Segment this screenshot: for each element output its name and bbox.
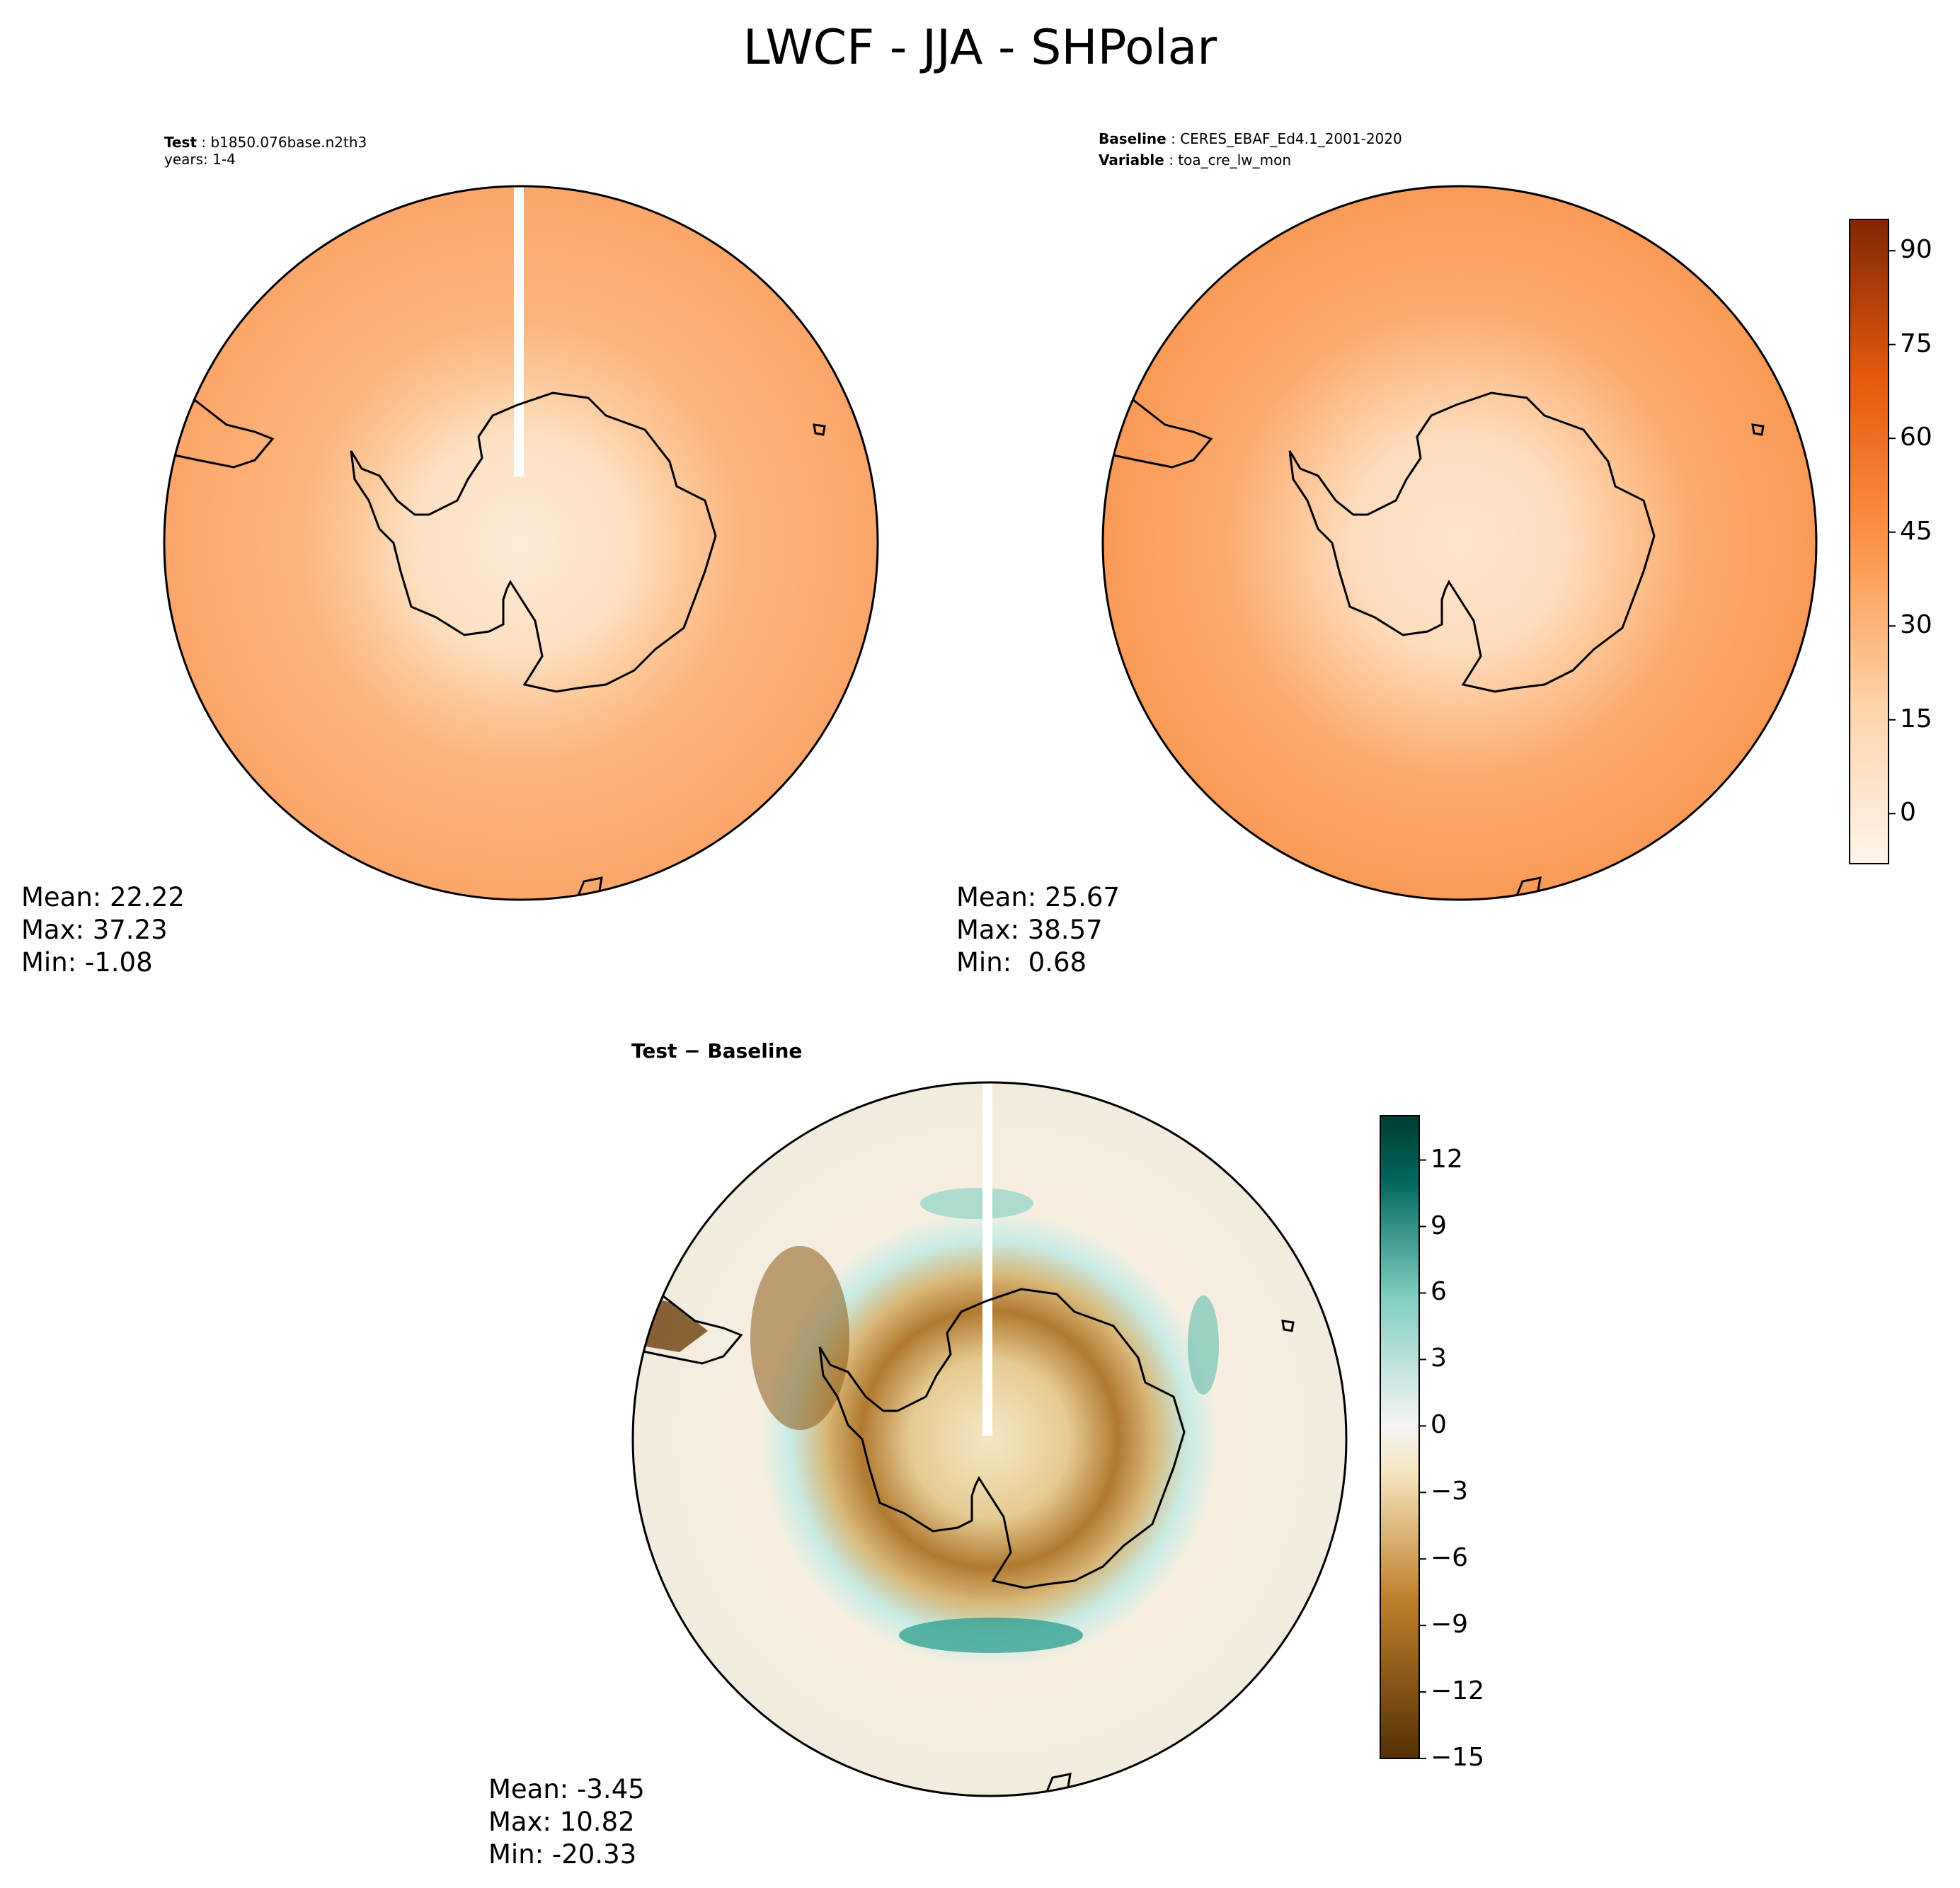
div-colorbar-tick-label-9: −15 (1431, 1743, 1484, 1772)
div-colorbar-tick-label-3: 3 (1431, 1344, 1447, 1373)
div-colorbar (1380, 1115, 1420, 1759)
test-stats: Mean: 22.22 Max: 37.23 Min: -1.08 (21, 881, 185, 979)
test-africa-outline (575, 876, 603, 900)
baseline-variable-value: toa_cre_lw_mon (1178, 151, 1292, 168)
seq-colorbar-tick-label-3: 45 (1900, 516, 1932, 546)
diff-africa-outline (1044, 1773, 1072, 1796)
diff-negative-region-west (750, 1246, 849, 1430)
baseline-stats: Mean: 25.67 Max: 38.57 Min: 0.68 (956, 881, 1120, 979)
seq-colorbar-tick-label-4: 60 (1900, 423, 1932, 452)
diff-max: Max: 10.82 (488, 1807, 635, 1837)
diff-island-outline (1281, 1320, 1295, 1332)
baseline-island-outline (1751, 423, 1765, 436)
test-label: Test : b1850.076base.n2th3 (164, 134, 367, 151)
test-label-key: Test (164, 134, 197, 151)
baseline-south-america-outline (1103, 398, 1213, 469)
test-label-value: b1850.076base.n2th3 (210, 134, 367, 151)
baseline-label: Baseline : CERES_EBAF_Ed4.1_2001-2020 (1099, 130, 1402, 147)
diff-positive-band-east (1188, 1295, 1219, 1395)
div-colorbar-tick-label-4: 0 (1431, 1410, 1447, 1440)
baseline-label-value: CERES_EBAF_Ed4.1_2001-2020 (1180, 130, 1402, 147)
diff-map-frame (631, 1081, 1348, 1797)
seq-colorbar-tick-label-2: 30 (1900, 610, 1932, 640)
diff-south-america-outline (633, 1294, 743, 1365)
test-island-outline (813, 423, 826, 436)
seq-colorbar-tick-label-1: 15 (1900, 704, 1932, 733)
seq-colorbar-ticks (1889, 250, 1896, 815)
baseline-field (1103, 186, 1816, 900)
test-field (164, 186, 878, 900)
diff-stats: Mean: -3.45 Max: 10.82 Min: -20.33 (488, 1773, 645, 1871)
div-colorbar-tick-label-2: 6 (1431, 1277, 1447, 1307)
diff-positive-band-north (920, 1188, 1033, 1219)
diff-map (631, 1081, 1348, 1797)
test-missing-strip (514, 186, 524, 476)
baseline-mean: Mean: 25.67 (956, 882, 1120, 912)
diff-min: Min: -20.33 (488, 1839, 637, 1870)
baseline-min: Min: 0.68 (956, 947, 1087, 978)
baseline-max: Max: 38.57 (956, 915, 1103, 945)
baseline-map-frame (1101, 185, 1818, 901)
diff-title-b: Baseline (707, 1039, 803, 1063)
div-colorbar-tick-label-5: −3 (1431, 1477, 1469, 1506)
diff-title-a: Test (631, 1039, 677, 1063)
div-colorbar-ticks (1419, 1159, 1426, 1759)
diff-missing-strip (982, 1082, 992, 1436)
div-colorbar-tick-label-7: −9 (1431, 1610, 1469, 1640)
div-colorbar-tick-label-8: −12 (1431, 1676, 1484, 1706)
test-features (164, 186, 826, 900)
test-map (163, 185, 879, 901)
test-south-america-outline (164, 398, 275, 469)
diff-positive-band-south (899, 1618, 1083, 1653)
seq-colorbar-tick-label-0: 0 (1900, 798, 1916, 828)
figure-title: LWCF - JJA - SHPolar (743, 20, 1217, 76)
diff-features (633, 1082, 1295, 1796)
test-min: Min: -1.08 (21, 947, 153, 978)
baseline-label-key: Baseline (1099, 130, 1167, 147)
test-map-frame (163, 185, 879, 901)
div-colorbar-tick-label-0: 12 (1431, 1144, 1463, 1174)
baseline-africa-outline (1514, 876, 1542, 900)
baseline-variable: Variable : toa_cre_lw_mon (1099, 151, 1292, 168)
diff-mean: Mean: -3.45 (488, 1774, 645, 1804)
baseline-features (1103, 391, 1765, 900)
div-colorbar-tick-label-6: −6 (1431, 1543, 1469, 1573)
seq-colorbar-tick-label-5: 75 (1900, 328, 1932, 358)
test-years: years: 1-4 (164, 151, 236, 168)
baseline-map (1101, 185, 1818, 901)
baseline-variable-key: Variable (1099, 151, 1164, 168)
div-colorbar-tick-label-1: 9 (1431, 1211, 1447, 1240)
seq-colorbar (1849, 219, 1889, 864)
test-mean: Mean: 22.22 (21, 882, 185, 912)
seq-colorbar-tick-label-6: 90 (1900, 235, 1932, 265)
diff-title: Test − Baseline (631, 1039, 803, 1063)
test-max: Max: 37.23 (21, 915, 168, 945)
